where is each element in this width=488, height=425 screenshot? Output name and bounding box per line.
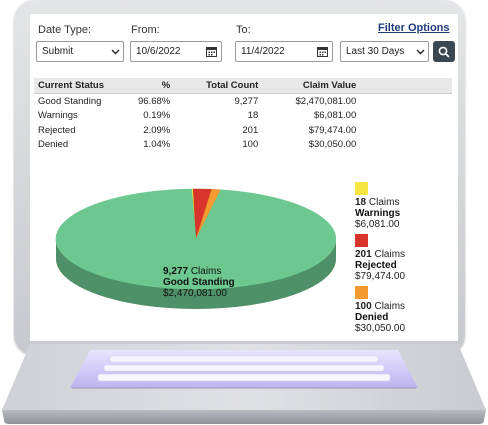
status-cell: Denied bbox=[38, 139, 69, 151]
pie-side bbox=[56, 239, 336, 309]
legend-value-warnings: $6,081.00 bbox=[355, 219, 400, 230]
from-date-input[interactable]: 10/6/2022 bbox=[130, 41, 222, 62]
legend-value-denied: $30,050.00 bbox=[355, 323, 406, 334]
status-table: Current Status % Total Count Claim Value… bbox=[34, 78, 452, 152]
percent-cell: 1.04% bbox=[143, 139, 171, 151]
header-status: Current Status bbox=[34, 78, 134, 94]
header-spacer bbox=[360, 78, 452, 94]
header-percent: % bbox=[134, 78, 175, 94]
pie-label-count: 9,277 bbox=[163, 266, 189, 277]
legend-name-rejected: Rejected bbox=[355, 260, 397, 271]
table-row: Warnings 0.19% 18 $6,081.00 bbox=[34, 109, 452, 124]
to-label: To: bbox=[236, 24, 251, 36]
from-label: From: bbox=[131, 24, 160, 36]
value-cell: $30,050.00 bbox=[308, 139, 357, 151]
table-header-row: Current Status % Total Count Claim Value bbox=[34, 78, 452, 94]
count-cell: 18 bbox=[247, 110, 259, 122]
status-cell: Warnings bbox=[38, 110, 78, 122]
date-type-select[interactable]: Submit bbox=[36, 41, 124, 62]
count-cell: 9,277 bbox=[234, 95, 259, 107]
pie-label-good-standing: 9,277 Claims Good Standing $2,470,081.00 bbox=[163, 266, 235, 299]
calendar-icon[interactable] bbox=[312, 46, 332, 57]
legend-swatch-warnings bbox=[355, 182, 368, 195]
legend-swatch-denied bbox=[355, 286, 368, 299]
status-pie-chart bbox=[55, 188, 337, 309]
pie-slice-good-standing bbox=[55, 188, 337, 290]
percent-cell: 0.19% bbox=[143, 110, 171, 122]
table-row: Good Standing 96.68% 9,277 $2,470,081.00 bbox=[34, 94, 452, 109]
search-icon bbox=[438, 46, 450, 58]
legend-value-rejected: $79,474.00 bbox=[355, 271, 406, 282]
to-date-input[interactable]: 11/4/2022 bbox=[235, 41, 333, 62]
range-value: Last 30 Days bbox=[346, 46, 405, 57]
status-cell: Rejected bbox=[38, 124, 76, 136]
table-row: Denied 1.04% 100 $30,050.00 bbox=[34, 138, 452, 153]
chevron-down-icon bbox=[412, 49, 428, 55]
count-cell: 201 bbox=[242, 124, 259, 136]
date-type-value: Submit bbox=[42, 46, 74, 57]
pie-label-claims: Claims bbox=[190, 266, 222, 277]
keyboard-keys bbox=[97, 355, 391, 382]
filter-options-link[interactable]: Filter Options bbox=[378, 22, 450, 34]
table-row: Rejected 2.09% 201 $79,474.00 bbox=[34, 123, 452, 138]
percent-cell: 96.68% bbox=[138, 95, 171, 107]
legend-name-warnings: Warnings bbox=[355, 208, 401, 219]
percent-cell: 2.09% bbox=[143, 124, 171, 136]
range-select[interactable]: Last 30 Days bbox=[340, 41, 429, 62]
header-count: Total Count bbox=[174, 78, 263, 94]
to-date-value: 11/4/2022 bbox=[241, 46, 285, 57]
legend-count-rejected: 201 Claims bbox=[355, 249, 406, 260]
value-cell: $79,474.00 bbox=[308, 124, 357, 136]
legend-count-warnings: 18 Claims bbox=[355, 197, 400, 208]
laptop-base bbox=[2, 344, 486, 424]
status-cell: Good Standing bbox=[38, 95, 102, 107]
pie-label-value: $2,470,081.00 bbox=[163, 288, 227, 299]
laptop-front-edge bbox=[2, 410, 486, 424]
date-type-label: Date Type: bbox=[38, 24, 91, 36]
count-cell: 100 bbox=[242, 139, 259, 151]
legend-swatch-rejected bbox=[355, 234, 368, 247]
from-date-value: 10/6/2022 bbox=[136, 46, 181, 57]
header-value: Claim Value bbox=[262, 78, 361, 94]
chevron-down-icon bbox=[107, 49, 123, 55]
app-screen: Date Type: From: To: Filter Options Subm… bbox=[30, 14, 458, 341]
calendar-icon[interactable] bbox=[201, 46, 221, 57]
legend-count-denied: 100 Claims bbox=[355, 301, 406, 312]
search-button[interactable] bbox=[433, 41, 455, 62]
legend-name-denied: Denied bbox=[355, 312, 389, 323]
value-cell: $6,081.00 bbox=[313, 110, 357, 122]
value-cell: $2,470,081.00 bbox=[295, 95, 357, 107]
pie-label-name: Good Standing bbox=[163, 277, 235, 288]
